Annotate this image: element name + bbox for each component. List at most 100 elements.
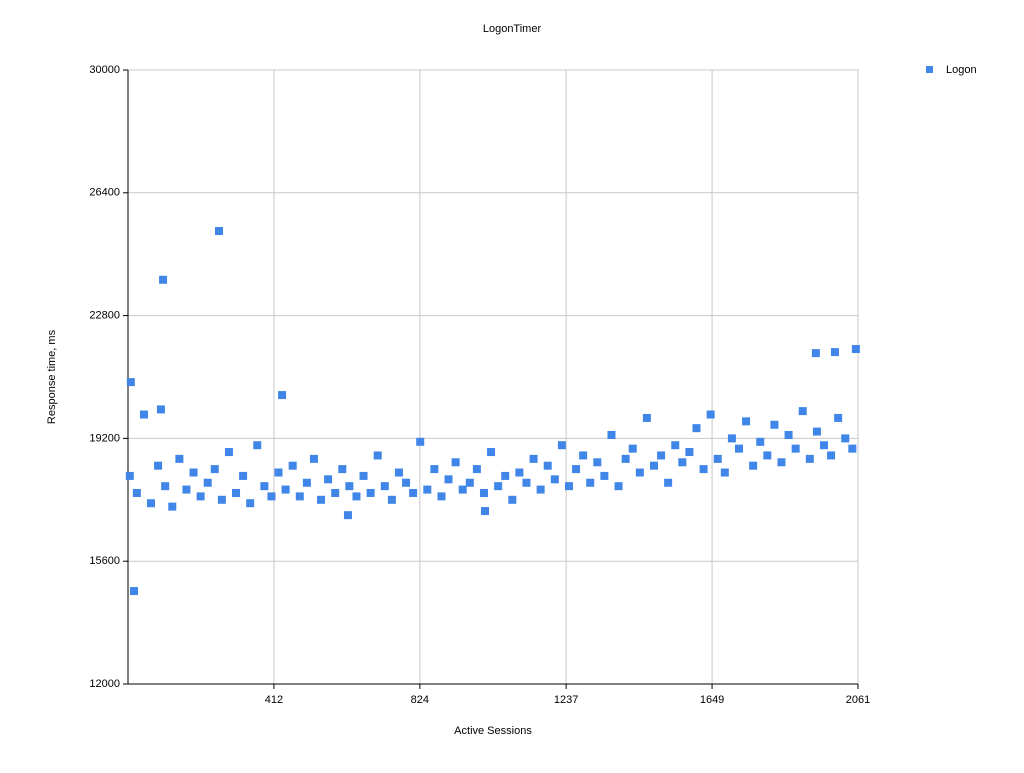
y-tick-label: 26400	[89, 187, 120, 199]
point	[557, 441, 566, 450]
point	[132, 488, 141, 497]
point	[628, 444, 637, 453]
point	[394, 468, 403, 477]
point	[338, 465, 347, 474]
point	[621, 454, 630, 463]
point	[481, 507, 490, 516]
point	[189, 468, 198, 477]
point	[373, 451, 382, 460]
point	[317, 495, 326, 504]
point	[352, 492, 361, 501]
x-tick-label: 1237	[554, 694, 578, 706]
point	[713, 454, 722, 463]
point	[579, 451, 588, 460]
point	[649, 461, 658, 470]
point	[232, 488, 241, 497]
point	[841, 434, 850, 443]
point	[536, 485, 545, 494]
point	[345, 482, 354, 491]
chart-title: LogonTimer	[483, 23, 542, 35]
x-axis-label: Active Sessions	[454, 725, 532, 737]
point	[274, 468, 283, 477]
point	[479, 488, 488, 497]
point	[811, 349, 820, 358]
point	[295, 492, 304, 501]
point	[564, 482, 573, 491]
point	[159, 275, 168, 284]
point	[522, 478, 531, 487]
point	[501, 471, 510, 480]
point	[734, 444, 743, 453]
point	[515, 468, 524, 477]
point	[444, 475, 453, 484]
x-tick-label: 824	[411, 694, 429, 706]
legend-label: Logon	[946, 64, 977, 76]
point	[125, 471, 134, 480]
plot-border	[127, 69, 859, 685]
point	[742, 417, 751, 426]
point	[848, 444, 857, 453]
point	[593, 458, 602, 467]
point	[664, 478, 673, 487]
point	[288, 461, 297, 470]
legend-marker	[926, 66, 933, 73]
point	[720, 468, 729, 477]
point	[763, 451, 772, 460]
y-tick-label: 15600	[89, 555, 120, 567]
point	[487, 448, 496, 457]
point	[196, 492, 205, 501]
point	[161, 482, 170, 491]
point	[380, 482, 389, 491]
point	[302, 478, 311, 487]
point	[324, 475, 333, 484]
x-tick-label: 412	[265, 694, 283, 706]
point	[458, 485, 467, 494]
point	[126, 378, 135, 387]
point	[331, 488, 340, 497]
point	[239, 471, 248, 480]
point	[402, 478, 411, 487]
point	[267, 492, 276, 501]
y-tick-label: 22800	[89, 310, 120, 322]
point	[147, 499, 156, 508]
point	[387, 495, 396, 504]
point	[253, 441, 262, 450]
y-tick-label: 12000	[89, 678, 120, 690]
point	[830, 348, 839, 357]
point	[215, 227, 224, 236]
point	[343, 511, 352, 520]
point	[309, 454, 318, 463]
point	[671, 441, 680, 450]
point	[508, 495, 517, 504]
point	[784, 430, 793, 439]
point	[819, 441, 828, 450]
point	[154, 461, 163, 470]
point	[550, 475, 559, 484]
point	[409, 488, 418, 497]
point	[572, 465, 581, 474]
point	[465, 478, 474, 487]
x-tick-label: 1649	[700, 694, 724, 706]
point	[423, 485, 432, 494]
point	[210, 465, 219, 474]
point	[805, 454, 814, 463]
point	[168, 502, 177, 511]
point	[451, 458, 460, 467]
point	[278, 391, 287, 400]
point	[156, 405, 165, 414]
point	[749, 461, 758, 470]
point	[699, 465, 708, 474]
point	[203, 478, 212, 487]
point	[260, 482, 269, 491]
point	[827, 451, 836, 460]
point	[472, 465, 481, 474]
point	[494, 482, 503, 491]
x-tick-label: 2061	[846, 694, 870, 706]
point	[798, 407, 807, 416]
point	[642, 413, 651, 422]
point	[607, 430, 616, 439]
point	[281, 485, 290, 494]
point	[246, 499, 255, 508]
